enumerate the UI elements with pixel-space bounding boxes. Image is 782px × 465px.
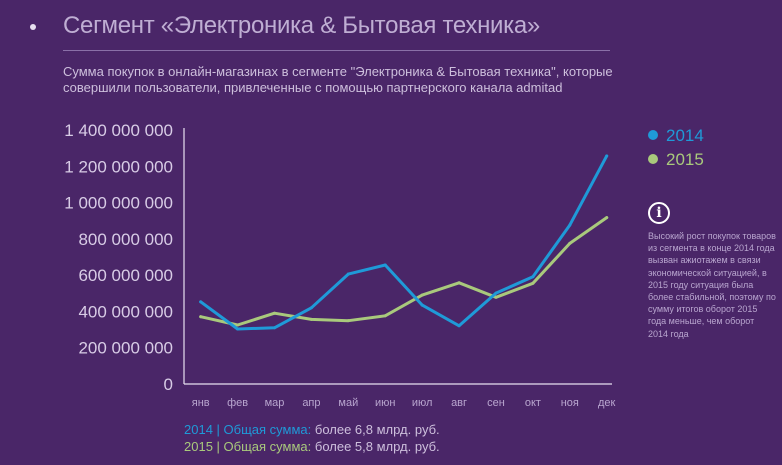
data-point-2014 [199, 300, 203, 304]
legend-item-2015: 2015 [648, 150, 704, 170]
data-point-2014 [531, 275, 535, 279]
x-tick-label: сен [487, 397, 505, 409]
data-point-2015 [568, 241, 572, 245]
x-tick-label: ноя [561, 397, 579, 409]
legend-dot-2015 [648, 154, 658, 164]
data-point-2014 [605, 154, 609, 158]
data-point-2014 [420, 303, 424, 307]
y-tick-label: 1 200 000 000 [64, 157, 173, 176]
data-point-2014 [383, 263, 387, 267]
y-tick-label: 800 000 000 [78, 230, 173, 249]
y-tick-label: 1 400 000 000 [64, 121, 173, 140]
data-point-2014 [494, 291, 498, 295]
total-year-2015: 2015 [184, 439, 213, 454]
legend-label-2014: 2014 [666, 126, 704, 145]
data-point-2014 [309, 306, 313, 310]
x-tick-label: авг [451, 397, 467, 409]
series-line-2014 [199, 154, 609, 331]
total-2015: 2015 | Общая сумма: более 5,8 млрд. руб. [184, 439, 440, 454]
x-tick-label: июл [412, 397, 433, 409]
data-point-2015 [309, 317, 313, 321]
data-point-2015 [494, 295, 498, 299]
series-line-2015 [199, 216, 609, 327]
title-divider [63, 50, 610, 51]
total-label-2014: Общая сумма: [223, 422, 312, 437]
data-point-2015 [236, 323, 240, 327]
data-point-2015 [457, 281, 461, 285]
total-label-2015: Общая сумма: [223, 439, 312, 454]
legend-label-2015: 2015 [666, 150, 704, 169]
y-tick-label: 0 [164, 375, 173, 394]
info-icon: i [648, 202, 670, 224]
y-tick-label: 200 000 000 [78, 339, 173, 358]
x-tick-label: май [338, 397, 358, 409]
total-value-2015: более 5,8 млрд. руб. [314, 439, 440, 454]
x-tick-label: дек [598, 397, 616, 409]
y-tick-label: 1 000 000 000 [64, 194, 173, 213]
x-tick-label: апр [302, 397, 320, 409]
total-2014: 2014 | Общая сумма: более 6,8 млрд. руб. [184, 422, 440, 437]
data-point-2015 [383, 314, 387, 318]
y-tick-label: 600 000 000 [78, 266, 173, 285]
legend-item-2014: 2014 [648, 126, 704, 146]
y-tick-label: 400 000 000 [78, 302, 173, 321]
data-point-2015 [420, 293, 424, 297]
x-tick-label: окт [525, 397, 541, 409]
title-bullet [30, 24, 36, 30]
data-point-2014 [568, 223, 572, 227]
legend-dot-2014 [648, 130, 658, 140]
data-point-2014 [457, 324, 461, 328]
data-point-2014 [236, 327, 240, 331]
data-point-2015 [531, 281, 535, 285]
page-title: Сегмент «Электроника & Бытовая техника» [63, 12, 540, 39]
data-point-2015 [199, 315, 203, 319]
data-point-2015 [273, 311, 277, 315]
x-tick-label: фев [227, 397, 248, 409]
data-point-2015 [605, 216, 609, 220]
data-point-2014 [346, 272, 350, 276]
x-tick-label: мар [265, 397, 285, 409]
data-point-2014 [273, 326, 277, 330]
chart-subtitle: Сумма покупок в онлайн-магазинах в сегме… [63, 64, 613, 95]
x-tick-label: июн [375, 397, 395, 409]
total-year-2014: 2014 [184, 422, 213, 437]
x-tick-label: янв [192, 397, 210, 409]
total-value-2014: более 6,8 млрд. руб. [314, 422, 440, 437]
data-point-2015 [346, 319, 350, 323]
info-note: Высокий рост покупок товаров из сегмента… [648, 231, 776, 339]
